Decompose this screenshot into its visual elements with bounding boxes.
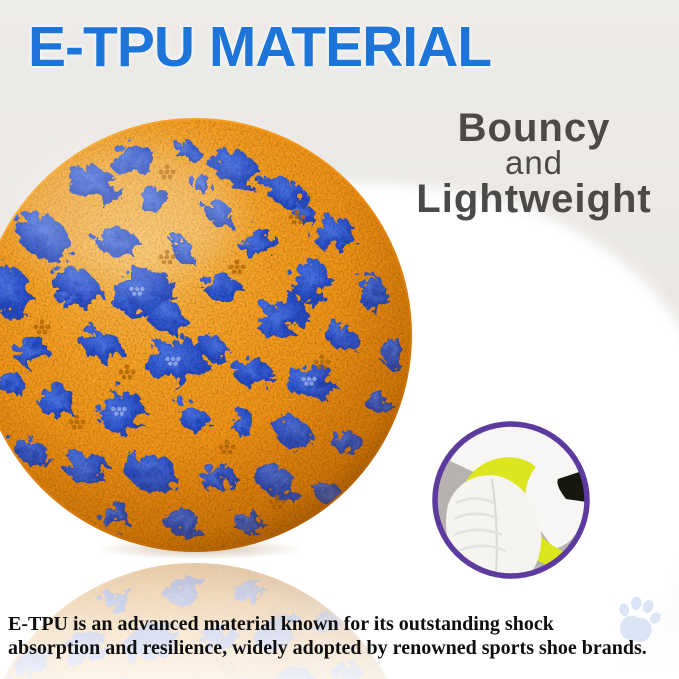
description-text: E-TPU is an advanced material known for … <box>8 612 679 660</box>
description-line-1: E-TPU is an advanced material known for … <box>8 613 554 635</box>
shoe-sole-inset <box>428 417 594 583</box>
page-title: E-TPU MATERIAL <box>28 15 492 79</box>
paw-print-icon <box>604 586 672 654</box>
inset-purple-ring <box>432 421 590 579</box>
tagline-word-and: and <box>504 144 564 181</box>
etpu-ball-photo <box>0 117 414 554</box>
tagline-word-lightweight: Lightweight <box>416 177 652 221</box>
description-line-2: absorption and resilience, widely adopte… <box>8 637 647 659</box>
ball-reflection-fade <box>0 561 414 679</box>
tagline-word-bouncy: Bouncy <box>457 106 611 150</box>
tagline-block: Bouncy and Lightweight <box>393 108 675 220</box>
